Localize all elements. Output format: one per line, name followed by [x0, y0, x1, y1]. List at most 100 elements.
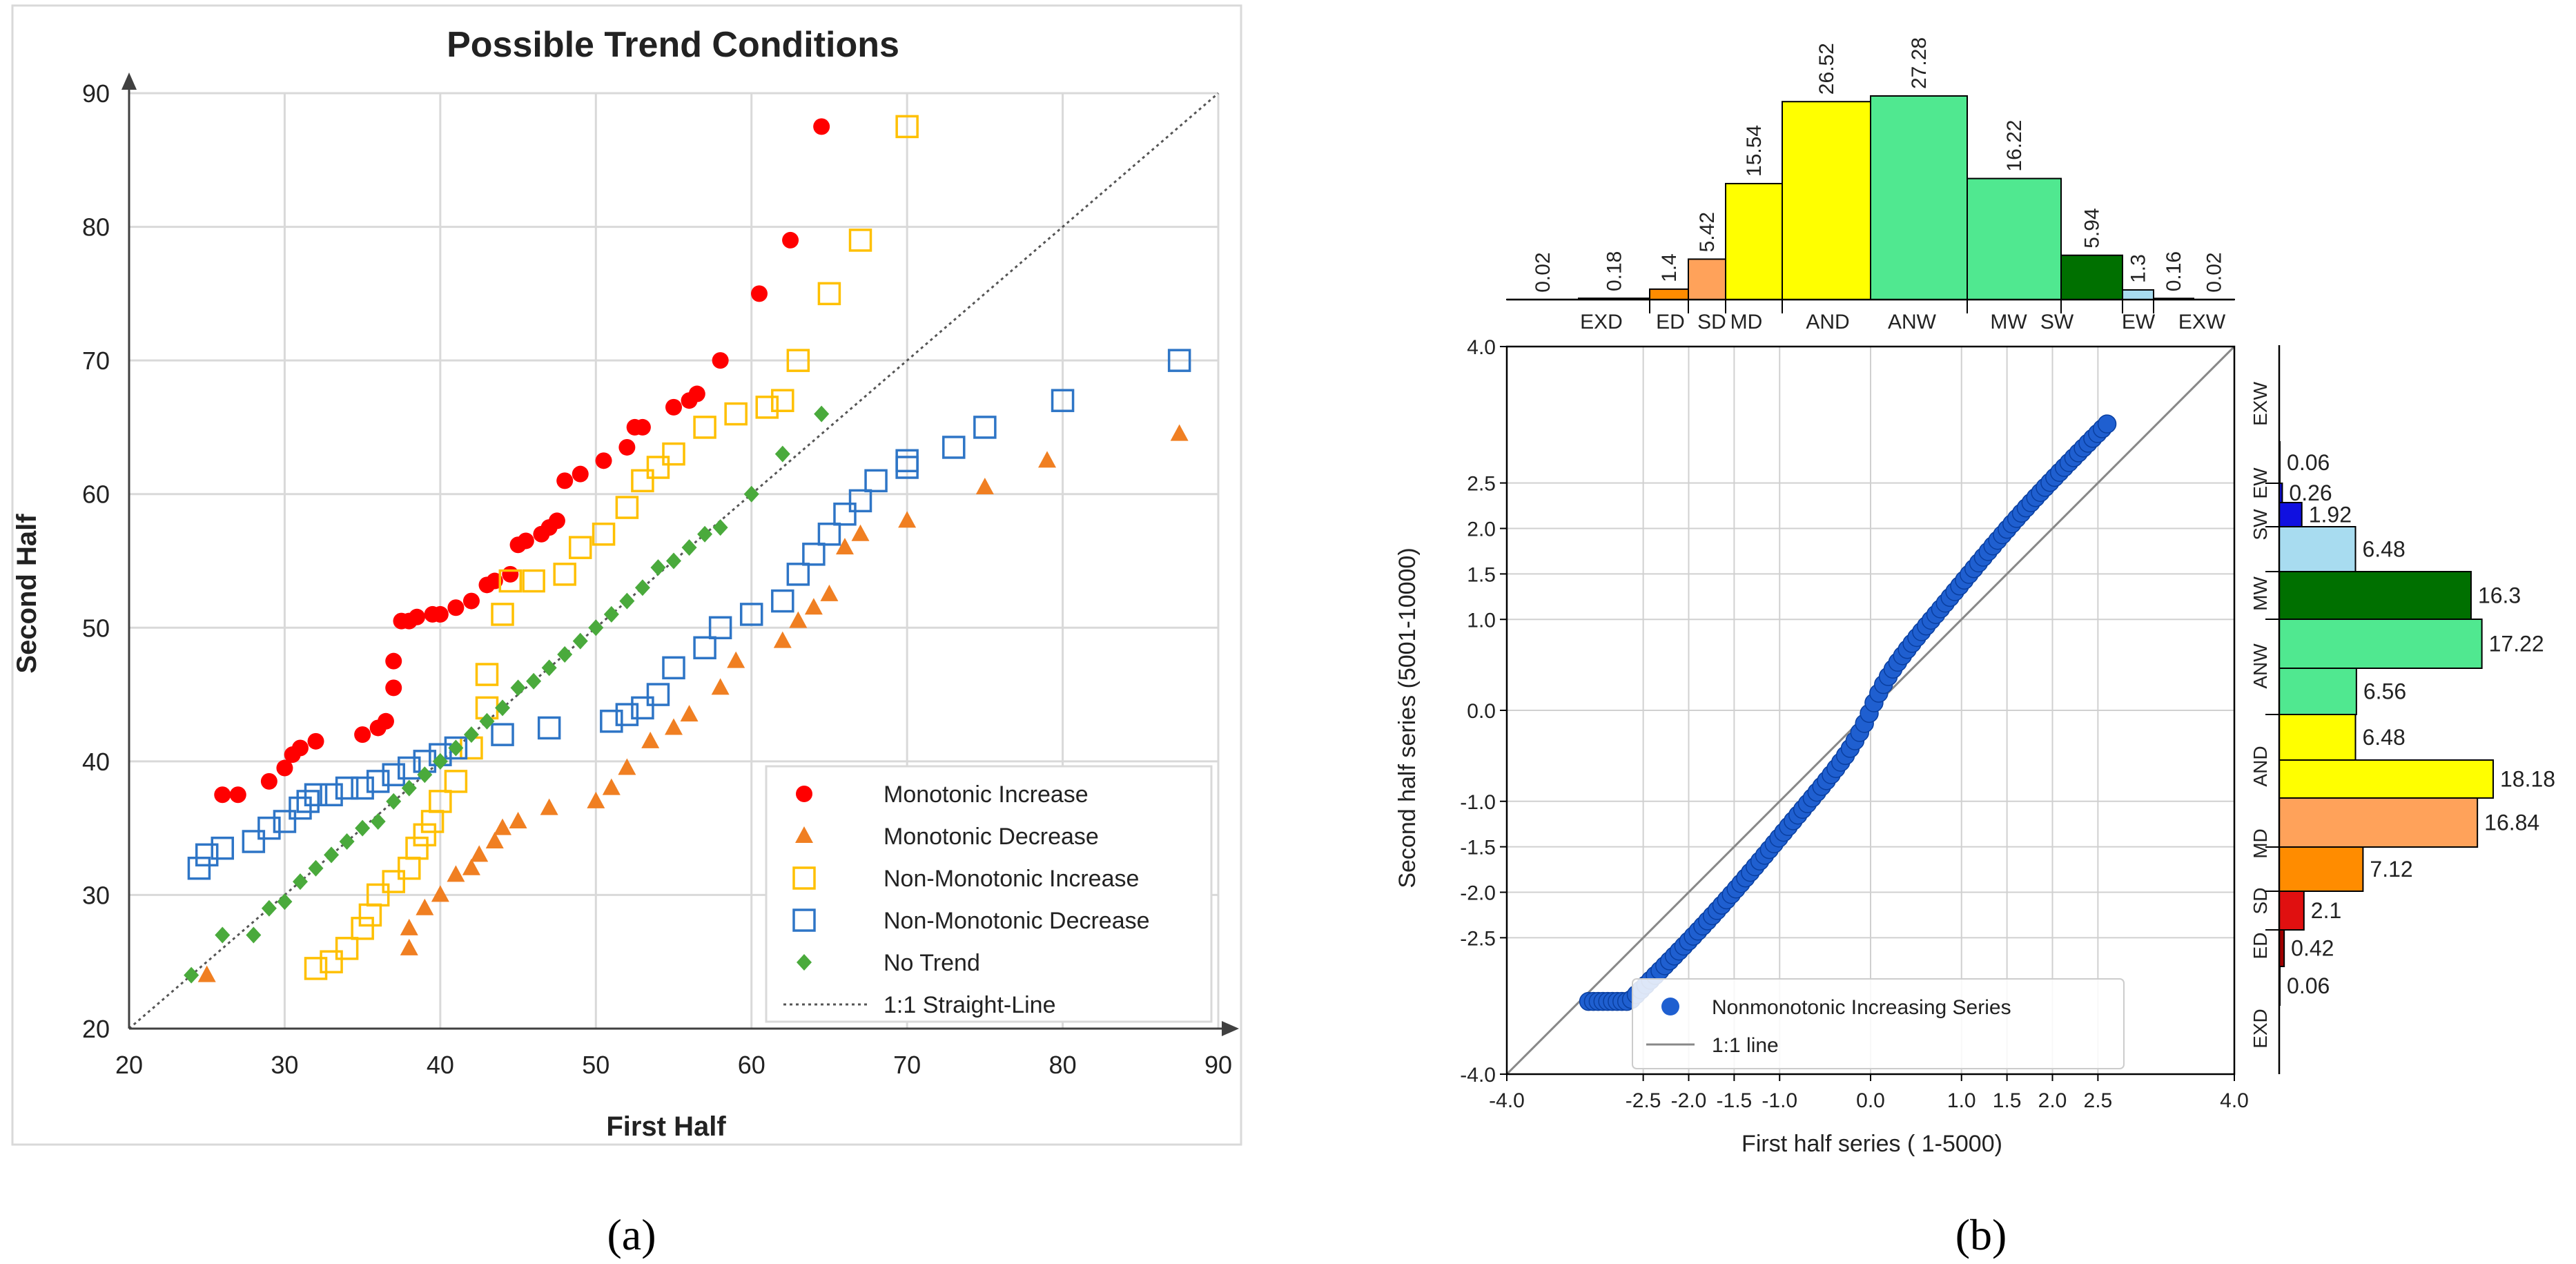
data-point-monotonic-increase: [634, 418, 651, 436]
data-point-non-monotonic-increase: [429, 790, 452, 813]
panel-a-label: (a): [607, 1210, 656, 1259]
data-point-non-monotonic-decrease: [848, 489, 872, 513]
top-histogram-value: 1.4: [1658, 253, 1681, 282]
right-histogram-bar: [2279, 759, 2494, 799]
data-point-non-monotonic-increase: [382, 870, 405, 893]
y-tick-label: 70: [82, 347, 110, 375]
data-point-monotonic-increase: [618, 438, 636, 456]
chart-a-legend: Monotonic Increase Monotonic Decrease Non-…: [765, 765, 1213, 1023]
data-point-non-monotonic-decrease: [631, 696, 654, 720]
data-point-no-trend: [495, 699, 511, 717]
data-point-no-trend: [292, 873, 308, 891]
data-point-monotonic-decrease: [641, 731, 660, 748]
x-axis-arrow: [1222, 1021, 1239, 1036]
data-point-non-monotonic-decrease: [537, 716, 561, 740]
legend-marker: [792, 866, 816, 890]
data-point-no-trend: [666, 552, 681, 570]
chart-a-title: Possible Trend Conditions: [447, 25, 899, 65]
data-point-non-monotonic-decrease: [351, 776, 374, 800]
right-histogram-bar: [2279, 526, 2357, 572]
data-point-no-trend: [814, 405, 830, 422]
data-point-monotonic-increase: [556, 472, 574, 489]
data-point-monotonic-decrease: [587, 791, 605, 808]
data-point-monotonic-decrease: [727, 651, 745, 668]
data-point-non-monotonic-decrease: [491, 723, 514, 746]
top-histogram-class-label: EXD: [1580, 311, 1623, 333]
data-point-monotonic-decrease: [820, 584, 839, 601]
data-point-monotonic-decrease: [400, 938, 418, 955]
data-point-non-monotonic-decrease: [833, 503, 857, 526]
chart-b-top-histogram: 0.02 0.18 1.4 5.42 15.54 26.52 27.28 16.22 5.94 1…: [1506, 37, 2235, 333]
data-point-non-monotonic-increase: [568, 536, 592, 559]
chart-a-axes: 20 30 40 50 60 70 80 90 20 30 40 50 60 70 80 90: [82, 72, 1239, 1079]
data-point-monotonic-increase: [595, 452, 612, 469]
top-histogram-value: 1.3: [2127, 254, 2150, 283]
top-histogram-bar: [1725, 182, 1783, 301]
data-point-monotonic-decrease: [1170, 424, 1189, 441]
data-point-monotonic-increase: [447, 599, 465, 616]
data-point-no-trend: [774, 445, 790, 463]
data-point-monotonic-decrease: [509, 811, 527, 828]
top-histogram-value: 16.22: [2003, 120, 2026, 172]
legend-marker: [796, 786, 812, 802]
right-histogram-bar: [2279, 891, 2305, 931]
x-tick-label: 50: [582, 1051, 609, 1079]
right-histogram-value: 2.1: [2311, 898, 2341, 923]
data-point-monotonic-increase: [665, 398, 682, 416]
right-histogram-bar: [2279, 502, 2303, 527]
top-histogram-class-label: EW: [2122, 311, 2156, 333]
data-point-monotonic-decrease: [851, 524, 870, 541]
right-histogram-value: 6.48: [2362, 537, 2405, 562]
x-tick-label: 2.0: [2038, 1089, 2067, 1112]
x-tick-label: 40: [427, 1051, 454, 1079]
data-point-no-trend: [650, 559, 666, 576]
top-histogram-value: 0.02: [2203, 252, 2226, 292]
legend-label: No Trend: [884, 950, 980, 976]
data-point-non-monotonic-decrease: [366, 770, 390, 793]
y-tick-label: 40: [82, 748, 110, 776]
data-point-non-monotonic-increase: [351, 917, 374, 940]
right-histogram-class-label: ED: [2250, 933, 2271, 960]
legend-label: Monotonic Increase: [884, 781, 1089, 808]
right-histogram-class-label: SD: [2250, 888, 2271, 915]
panel-a-chart: Possible Trend Conditions 20 30 40 50 60 70 80…: [11, 4, 1242, 1146]
chart-b-right-histogram: 0.06 0.261.92 6.48 16.3 17.22 6.56 6.48 18.18 16…: [2250, 345, 2555, 1074]
data-point-no-trend: [215, 926, 231, 944]
data-point-non-monotonic-decrease: [942, 436, 966, 459]
legend-marker: [795, 826, 813, 843]
right-histogram-value: 17.22: [2489, 632, 2544, 657]
data-point-monotonic-decrease: [1038, 451, 1057, 468]
chart-b-y-axis-label: Second half series (5001-10000): [1394, 547, 1421, 888]
top-histogram-value: 27.28: [1908, 37, 1931, 89]
data-point-non-monotonic-increase: [320, 950, 343, 973]
x-tick-label: -2.0: [1671, 1089, 1707, 1112]
data-point-no-trend: [588, 619, 604, 636]
data-point-non-monotonic-decrease: [257, 816, 281, 840]
data-point-no-trend: [417, 766, 433, 784]
data-point-non-monotonic-decrease: [444, 736, 468, 760]
right-histogram-value: 16.3: [2478, 583, 2521, 608]
data-point-monotonic-increase: [548, 512, 565, 529]
data-point-non-monotonic-decrease: [1051, 389, 1075, 412]
data-point-no-trend: [184, 966, 199, 984]
chart-a-x-axis-label: First Half: [606, 1111, 726, 1142]
data-point-non-monotonic-decrease: [600, 710, 623, 733]
data-point-monotonic-decrease: [416, 898, 434, 915]
x-tick-label: 4.0: [2220, 1089, 2249, 1112]
right-histogram-value: 0.26: [2289, 480, 2332, 505]
x-tick-label: -2.5: [1626, 1089, 1661, 1112]
data-point-monotonic-increase: [712, 352, 729, 369]
data-point-monotonic-increase: [750, 285, 768, 302]
y-tick-label: -2.0: [1460, 882, 1496, 905]
data-point-no-trend: [541, 659, 557, 677]
data-point-monotonic-increase: [813, 118, 830, 135]
top-histogram-value: 15.54: [1743, 125, 1766, 177]
data-point-non-monotonic-decrease: [1167, 349, 1191, 372]
data-point-monotonic-increase: [354, 726, 371, 743]
data-point-monotonic-increase: [260, 772, 277, 790]
y-tick-label: 1.5: [1467, 563, 1496, 586]
data-point-non-monotonic-decrease: [320, 783, 343, 806]
data-point-non-monotonic-decrease: [662, 656, 685, 680]
data-point-non-monotonic-decrease: [895, 449, 919, 473]
data-point-non-monotonic-decrease: [817, 523, 841, 546]
